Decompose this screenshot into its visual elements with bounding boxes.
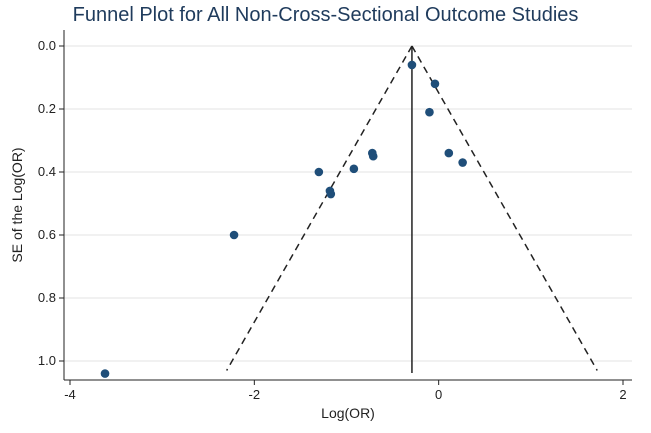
funnel-right-line bbox=[411, 45, 598, 371]
y-tick-label-2: 0.4 bbox=[38, 164, 56, 179]
funnel-left-line bbox=[226, 45, 413, 371]
data-point-6 bbox=[368, 151, 378, 161]
y-tick-label-3: 0.6 bbox=[38, 227, 56, 242]
y-tick-label-4: 0.8 bbox=[38, 290, 56, 305]
x-axis-title: Log(OR) bbox=[321, 405, 375, 421]
axes: 0.0 0.2 0.4 0.6 0.8 1.0 -4 -2 0 2 bbox=[38, 30, 632, 402]
x-tick-label-0: -4 bbox=[64, 387, 76, 402]
data-point-1 bbox=[430, 79, 440, 89]
data-point-7 bbox=[349, 164, 359, 174]
x-tick-label-3: 2 bbox=[619, 387, 626, 402]
grid-lines bbox=[64, 45, 632, 362]
chart-title: Funnel Plot for All Non-Cross-Sectional … bbox=[72, 4, 579, 26]
data-point-2 bbox=[425, 107, 434, 117]
funnel-lines bbox=[226, 45, 598, 373]
data-point-0 bbox=[407, 60, 417, 70]
data-point-12 bbox=[100, 369, 110, 378]
y-tick-label-1: 0.2 bbox=[38, 101, 56, 116]
data-point-11 bbox=[229, 230, 239, 240]
data-point-3 bbox=[444, 148, 454, 158]
x-tick-label-2: 0 bbox=[435, 387, 442, 402]
y-tick-label-5: 1.0 bbox=[38, 353, 56, 368]
y-tick-label-0: 0.0 bbox=[38, 38, 56, 53]
x-tick-label-1: -2 bbox=[249, 387, 261, 402]
data-point-8 bbox=[314, 167, 324, 177]
data-points bbox=[100, 60, 467, 378]
data-point-4 bbox=[458, 158, 467, 167]
data-point-10 bbox=[326, 189, 336, 199]
y-axis-title: SE of the Log(OR) bbox=[9, 147, 25, 262]
